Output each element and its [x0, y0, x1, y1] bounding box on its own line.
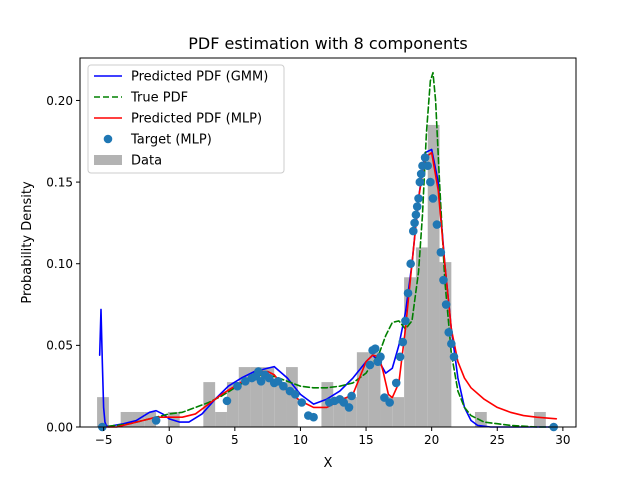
y-axis-ticks: 0.00 0.05 0.10 0.15 0.20	[46, 94, 80, 434]
x-tick-label-7: 30	[555, 433, 570, 447]
legend: Predicted PDF (GMM) True PDF Predicted PDF…	[87, 64, 285, 174]
target-point-23	[344, 403, 354, 412]
target-point-33	[395, 352, 405, 362]
target-point-8	[256, 376, 266, 386]
target-point-47	[423, 161, 433, 171]
histogram-bar-11	[274, 382, 287, 427]
target-point-27	[370, 344, 380, 353]
histogram-bar-21	[415, 247, 428, 427]
histogram-bar-18	[380, 397, 393, 427]
target-point-55	[447, 339, 456, 349]
target-point-36	[403, 288, 413, 298]
target-point-38	[408, 226, 418, 236]
legend-label-true-pdf: True PDF	[130, 91, 188, 106]
x-tick-label-5: 20	[424, 433, 439, 447]
target-point-37	[406, 259, 415, 269]
histogram-bar-22	[427, 124, 440, 427]
points-layer	[98, 153, 558, 432]
target-point-2	[222, 396, 232, 406]
legend-label-data: Data	[131, 154, 162, 169]
x-tick-label-1: 0	[165, 433, 173, 447]
histogram-bar-20	[404, 277, 416, 427]
target-point-31	[385, 398, 394, 407]
target-point-42	[414, 194, 423, 203]
x-tick-label-0: −5	[95, 433, 113, 447]
histogram-bar-24	[474, 411, 487, 427]
target-point-16	[297, 398, 307, 407]
y-tick-label-0: 0.00	[46, 420, 73, 434]
target-point-13	[279, 381, 288, 391]
target-point-4	[241, 376, 250, 386]
histogram-bar-6	[215, 411, 227, 427]
histogram-bar-1	[120, 411, 133, 427]
histogram-bar-15	[345, 397, 357, 427]
histogram-bar-17	[368, 352, 381, 427]
histogram-bar-16	[356, 352, 369, 427]
histogram-bar-14	[333, 397, 346, 427]
legend-label-predicted-pdf-gmm: Predicted PDF (GMM)	[131, 70, 268, 85]
target-point-3	[233, 381, 242, 391]
x-tick-label-4: 15	[358, 433, 373, 447]
x-axis-label: X	[324, 456, 333, 471]
target-point-53	[441, 300, 451, 309]
histogram-bar-10	[262, 367, 275, 427]
legend-items: Predicted PDF (GMM) True PDF Predicted PDF…	[94, 70, 268, 169]
y-tick-label-3: 0.15	[46, 175, 73, 189]
legend-box	[87, 64, 285, 174]
histogram-bar-9	[250, 367, 263, 427]
legend-label-predicted-pdf-mlp: Predicted PDF (MLP)	[131, 112, 262, 127]
chart-title: PDF estimation with 8 components	[188, 34, 467, 53]
histogram-bar-25	[534, 411, 546, 427]
histogram-bar-8	[238, 367, 251, 427]
target-point-35	[401, 316, 410, 326]
y-tick-label-1: 0.05	[46, 339, 73, 353]
axes-frame	[79, 57, 577, 428]
target-point-50	[432, 220, 442, 229]
target-point-40	[411, 210, 421, 220]
x-tick-label-3: 10	[293, 433, 308, 447]
true-pdf-line	[98, 71, 558, 428]
legend-swatch-data	[94, 155, 122, 165]
target-point-44	[416, 169, 426, 179]
target-point-15	[290, 390, 300, 399]
x-tick-label-6: 25	[490, 433, 505, 447]
target-point-43	[415, 177, 425, 187]
target-point-41	[412, 202, 422, 211]
target-point-46	[420, 153, 430, 162]
target-point-39	[410, 218, 419, 228]
target-point-32	[391, 378, 401, 388]
legend-swatch-target-mlp	[103, 134, 113, 144]
target-point-29	[376, 352, 385, 362]
target-point-1	[151, 416, 161, 425]
target-point-56	[449, 352, 459, 362]
histogram-bar-0	[97, 397, 109, 427]
predicted-pdf-mlp-line	[98, 151, 558, 428]
target-point-52	[439, 275, 448, 285]
histogram-bar-23	[439, 262, 452, 427]
target-point-54	[444, 328, 454, 337]
target-point-7	[254, 367, 263, 376]
histogram-layer	[97, 124, 546, 427]
target-point-25	[365, 360, 375, 370]
x-axis-ticks: −5 0 5 10 15 20 25 30	[95, 427, 571, 447]
target-point-49	[428, 194, 438, 203]
histogram-bar-7	[226, 382, 239, 427]
target-point-48	[426, 177, 435, 187]
y-tick-label-4: 0.20	[46, 94, 73, 108]
y-axis-label: Probability Density	[20, 181, 35, 304]
y-tick-label-2: 0.10	[46, 257, 73, 271]
plot-area	[97, 71, 558, 432]
x-tick-label-2: 5	[231, 433, 239, 447]
legend-label-target-mlp: Target (MLP)	[130, 133, 212, 148]
histogram-bar-19	[392, 397, 405, 427]
target-point-51	[436, 248, 446, 257]
target-point-24	[347, 391, 356, 401]
target-point-18	[309, 412, 318, 422]
target-point-34	[398, 337, 408, 347]
